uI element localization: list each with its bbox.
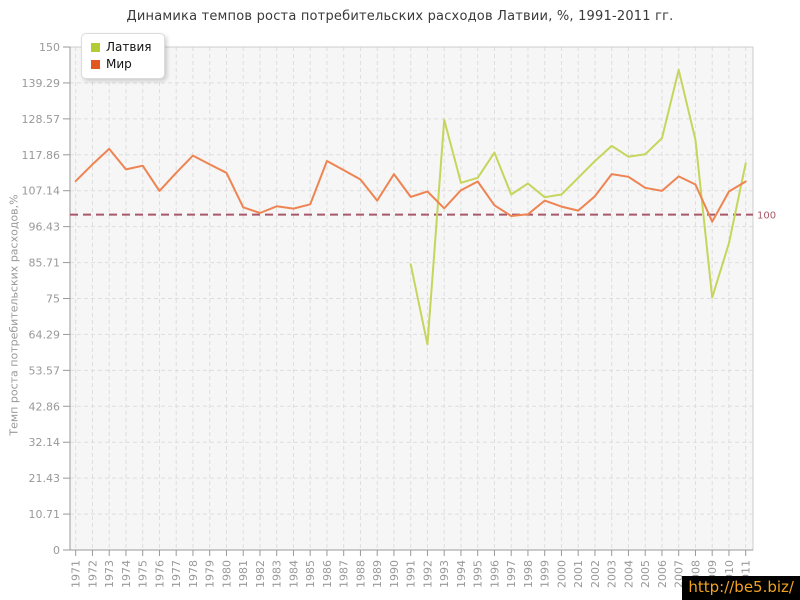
x-tick-label: 1980 [220, 560, 233, 588]
x-tick-label: 1983 [271, 560, 284, 588]
x-tick-label: 1981 [237, 560, 250, 588]
x-tick-label: 1984 [287, 560, 300, 588]
y-tick-label: 10.71 [29, 508, 61, 521]
y-tick-label: 150 [39, 41, 60, 54]
chart-legend: Латвия Мир [81, 33, 166, 79]
x-tick-label: 1992 [421, 560, 434, 588]
x-tick-label: 2006 [656, 560, 669, 588]
x-tick-label: 2004 [622, 560, 635, 588]
y-tick-label: 64.29 [29, 328, 61, 341]
x-tick-label: 1976 [153, 560, 166, 588]
x-tick-label: 1996 [488, 560, 501, 588]
x-tick-label: 1988 [354, 560, 367, 588]
x-tick-label: 1993 [438, 560, 451, 588]
x-tick-label: 1973 [103, 560, 116, 588]
legend-item-world: Мир [91, 56, 151, 73]
x-tick-label: 1978 [187, 560, 200, 588]
y-tick-label: 107.14 [22, 185, 61, 198]
x-tick-label: 2002 [589, 560, 602, 588]
x-tick-label: 1982 [254, 560, 267, 588]
x-tick-label: 1971 [70, 560, 83, 588]
x-tick-label: 1985 [304, 560, 317, 588]
x-tick-label: 1990 [388, 560, 401, 588]
y-tick-label: 96.43 [29, 221, 61, 234]
x-tick-label: 1979 [204, 560, 217, 588]
x-tick-label: 1999 [539, 560, 552, 588]
series-line-latvia [409, 68, 747, 346]
x-tick-label: 1994 [455, 560, 468, 588]
y-axis-title: Темп роста потребительских расходов,% [7, 194, 21, 436]
reference-line-label: 100 [757, 211, 776, 222]
y-tick-label: 53.57 [29, 364, 61, 377]
series-line-world [74, 147, 747, 223]
y-tick-label: 117.86 [22, 149, 61, 162]
x-tick-label: 1995 [472, 560, 485, 588]
legend-label-latvia: Латвия [106, 40, 152, 54]
latvia-series-swatch-icon [91, 43, 100, 52]
x-tick-label: 1998 [522, 560, 535, 588]
x-tick-label: 1974 [120, 560, 133, 588]
x-tick-label: 1987 [338, 560, 351, 588]
x-tick-label: 1997 [505, 560, 518, 588]
x-tick-label: 1977 [170, 560, 183, 588]
x-tick-label: 1972 [86, 560, 99, 588]
x-tick-label: 1989 [371, 560, 384, 588]
page-title: Динамика темпов роста потребительских ра… [126, 9, 674, 24]
x-tick-label: 2005 [639, 560, 652, 588]
legend-item-latvia: Латвия [91, 39, 151, 56]
y-tick-label: 0 [53, 544, 60, 557]
x-tick-label: 1986 [321, 560, 334, 588]
x-tick-label: 2000 [555, 560, 568, 588]
y-tick-label: 139.29 [22, 77, 61, 90]
x-tick-label: 1975 [137, 560, 150, 588]
y-tick-label: 21.43 [29, 472, 61, 485]
watermark-link[interactable]: http://be5.biz/ [682, 576, 800, 600]
plot-background [70, 47, 753, 550]
y-tick-label: 128.57 [22, 113, 61, 126]
legend-label-world: Мир [106, 57, 132, 71]
y-tick-label: 85.71 [29, 257, 61, 270]
y-tick-label: 32.14 [29, 436, 61, 449]
y-tick-label: 42.86 [29, 400, 61, 413]
world-series-swatch-icon [91, 60, 100, 69]
x-tick-label: 2001 [572, 560, 585, 588]
x-tick-label: 2003 [606, 560, 619, 588]
x-tick-label: 1991 [405, 560, 418, 588]
y-tick-label: 75 [46, 293, 60, 306]
